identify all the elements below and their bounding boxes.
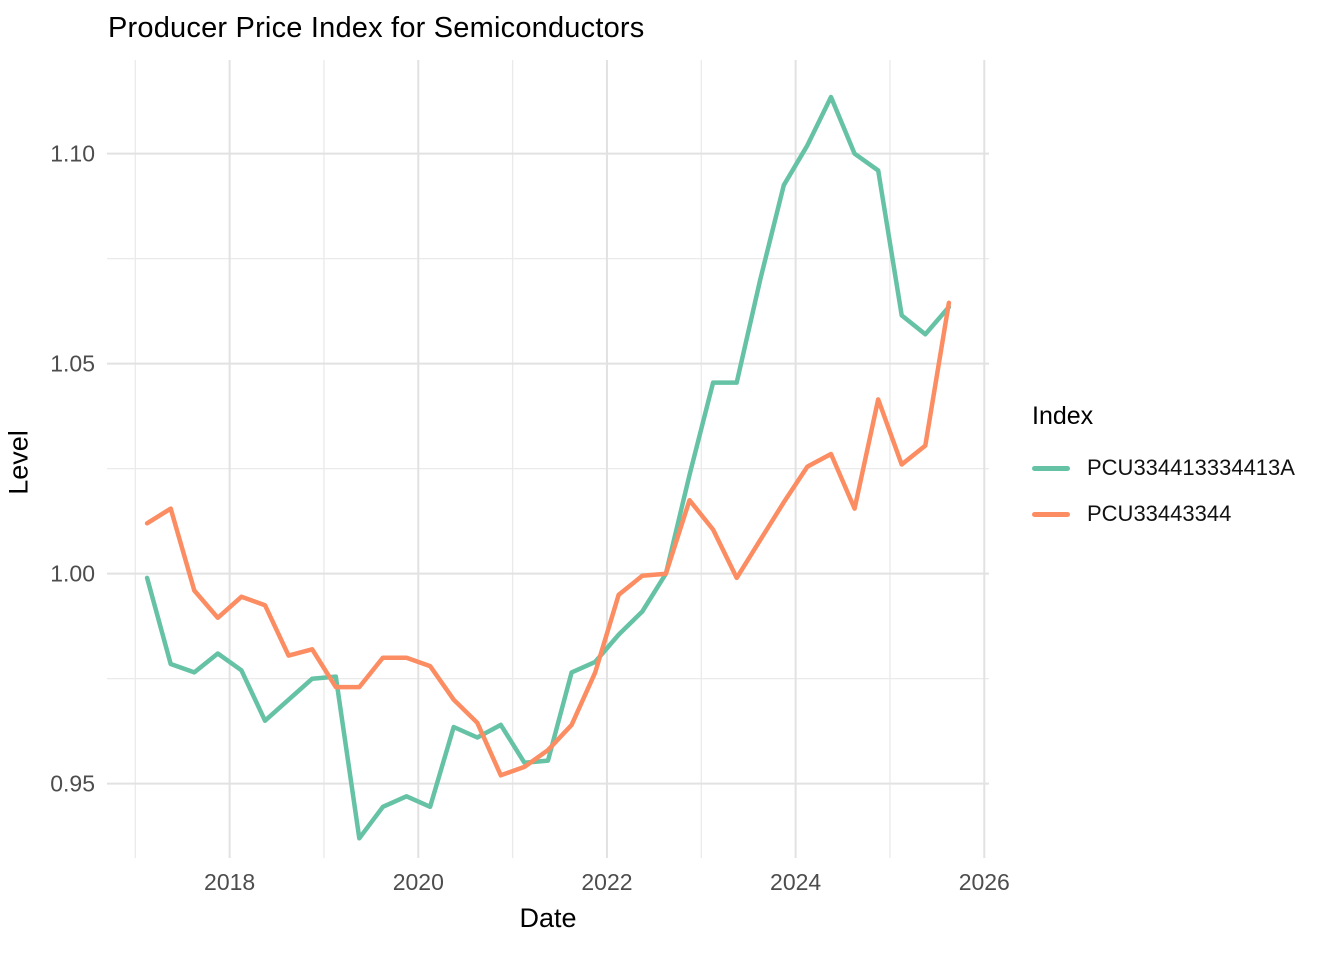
legend-item-series-0: PCU334413334413A: [1032, 453, 1295, 483]
chart-title: Producer Price Index for Semiconductors: [108, 12, 645, 44]
y-tick-label: 0.95: [50, 771, 95, 797]
x-tick-label: 2024: [770, 869, 821, 895]
y-tick-label: 1.00: [50, 561, 95, 587]
legend-label: PCU33443344: [1087, 501, 1232, 526]
y-tick-label: 1.10: [50, 141, 95, 167]
legend-label: PCU334413334413A: [1087, 455, 1295, 480]
y-axis-title: Level: [3, 430, 34, 495]
y-tick-label: 1.05: [50, 351, 95, 377]
legend-line-swatch-green: [1032, 465, 1070, 471]
legend-item-series-1: PCU33443344: [1032, 499, 1295, 529]
x-tick-label: 2022: [581, 869, 632, 895]
series-line-PCU334413334413A: [144, 94, 952, 841]
x-tick-label: 2018: [204, 869, 255, 895]
legend-title: Index: [1032, 402, 1094, 430]
legend-line-swatch-orange: [1032, 511, 1070, 517]
series-line-PCU33443344: [144, 300, 952, 778]
legend: Index PCU334413334413A PCU33443344: [1032, 402, 1295, 545]
x-tick-label: 2026: [959, 869, 1010, 895]
x-tick-label: 2020: [393, 869, 444, 895]
x-axis-title: Date: [519, 903, 577, 933]
